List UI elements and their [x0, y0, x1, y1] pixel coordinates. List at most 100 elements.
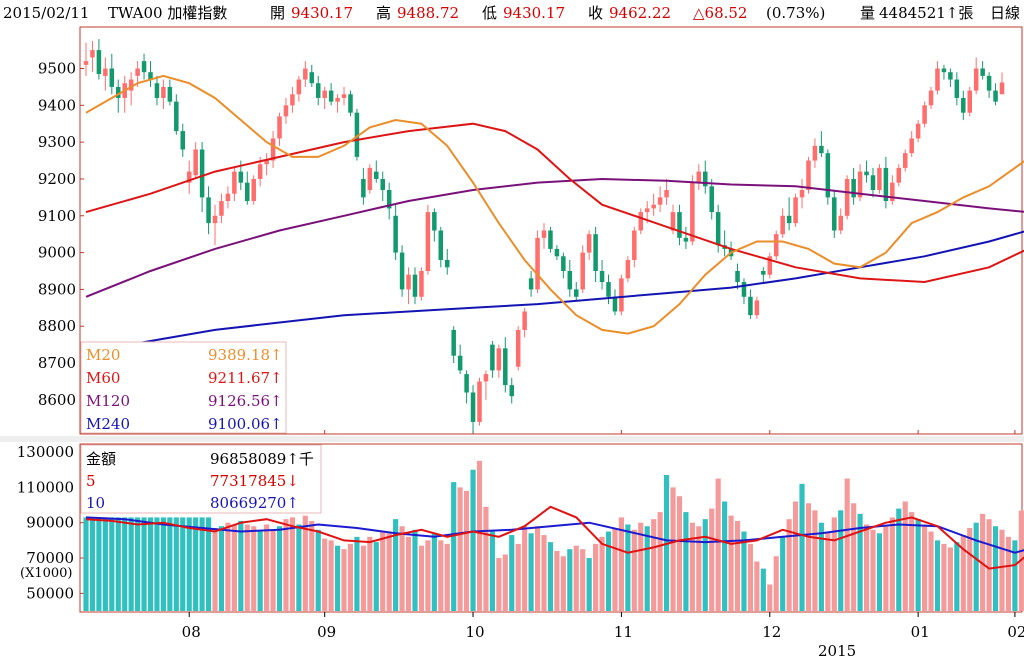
volume-bar-22 — [225, 522, 231, 611]
candle-body-43 — [361, 178, 366, 198]
volume-bar-105 — [760, 568, 766, 611]
volume-bar-62 — [483, 506, 489, 611]
volume-bar-135 — [954, 542, 960, 611]
legend-ma20-name: M20 — [86, 346, 120, 364]
candle-body-25 — [245, 182, 250, 202]
candle-body-116 — [832, 197, 837, 231]
candle-body-140 — [986, 75, 992, 91]
volume-bar-111 — [799, 483, 805, 611]
volume-bar-15 — [180, 517, 186, 611]
volume-bar-106 — [767, 584, 773, 611]
volume-bar-64 — [496, 558, 502, 611]
candle-body-115 — [825, 153, 831, 198]
candle-body-134 — [948, 72, 953, 80]
candle-body-49 — [399, 252, 405, 290]
candle-body-111 — [799, 190, 805, 198]
volume-bar-6 — [122, 517, 128, 611]
volume-y-axis: 130000 110000 90000 70000 50000 — [17, 443, 84, 602]
volume-ma5-line — [85, 505, 1024, 570]
candle-body-23 — [232, 171, 237, 194]
volume-bar-10 — [147, 517, 154, 611]
candle-body-126 — [896, 167, 902, 183]
price-tick-label-4: 9100 — [38, 207, 76, 225]
candle-body-76 — [573, 289, 579, 297]
volume-bar-136 — [960, 535, 966, 611]
candle-body-38 — [328, 90, 334, 102]
volume-bar-25 — [244, 524, 250, 611]
legend-vol-ma10-value: 80669270↑ — [210, 494, 299, 512]
ma120-line — [85, 177, 1024, 298]
x-tick-label-0: 08 — [182, 623, 201, 641]
candle-body-136 — [961, 97, 966, 113]
candle-body-27 — [257, 164, 263, 179]
candle-body-21 — [219, 201, 224, 216]
candle-body-40 — [341, 94, 347, 98]
candle-body-87 — [644, 208, 650, 213]
candle-body-22 — [225, 193, 231, 202]
volume-bar-3 — [102, 517, 108, 611]
candle-body-114 — [819, 145, 824, 154]
candle-body-17 — [193, 149, 198, 176]
candle-body-9 — [141, 61, 147, 73]
volume-bar-68 — [522, 526, 528, 611]
volume-bar-87 — [644, 526, 650, 611]
volume-bar-74 — [560, 556, 566, 611]
volume-bar-97 — [709, 508, 715, 611]
candle-body-133 — [941, 68, 947, 73]
volume-bar-107 — [773, 556, 779, 611]
volume-bar-83 — [618, 517, 624, 611]
volume-bar-16 — [186, 517, 192, 611]
volume-bar-121 — [863, 524, 870, 611]
ma240-line — [85, 230, 1024, 353]
x-tick-label-6: 02 — [1007, 623, 1024, 641]
volume-bar-115 — [825, 531, 831, 611]
header-high-value: 9488.72 — [397, 4, 459, 22]
candle-body-59 — [464, 374, 469, 393]
volume-bar-91 — [670, 487, 676, 611]
legend-ma240-value: 9100.06↑ — [208, 415, 283, 433]
panel-divider[interactable] — [0, 436, 1024, 442]
candle-body-42 — [354, 112, 360, 157]
candle-body-63 — [490, 344, 495, 371]
volume-legend-box — [80, 444, 322, 514]
candle-body-112 — [806, 160, 811, 190]
volume-bar-137 — [967, 528, 973, 611]
volume-bar-118 — [844, 478, 850, 611]
volume-bar-80 — [599, 536, 605, 611]
volume-bar-27 — [257, 531, 263, 611]
candle-body-55 — [438, 230, 444, 260]
volume-legend: 金額 96858089↑千 5 77317845↓ 10 80669270↑ — [80, 444, 322, 514]
ma20-line — [85, 74, 1024, 335]
candle-body-117 — [838, 215, 843, 231]
volume-bar-79 — [593, 543, 599, 611]
candle-body-80 — [599, 271, 605, 283]
candle-body-113 — [812, 145, 818, 161]
volume-tick-label-2: 90000 — [26, 514, 74, 532]
candle-body-66 — [509, 385, 515, 397]
candle-body-35 — [309, 72, 315, 84]
volume-bar-38 — [328, 540, 334, 611]
volume-ma10-line — [85, 516, 1024, 554]
candle-body-105 — [761, 271, 766, 275]
volume-bar-127 — [902, 501, 908, 611]
volume-bar-93 — [683, 512, 689, 611]
volume-bar-26 — [251, 526, 257, 611]
candle-body-33 — [296, 79, 302, 95]
candle-body-110 — [793, 197, 798, 224]
volume-bar-1 — [89, 517, 96, 611]
volume-bar-58 — [457, 487, 463, 611]
candle-body-107 — [773, 234, 779, 257]
volume-bar-28 — [264, 524, 270, 611]
candle-body-91 — [670, 212, 676, 231]
candle-body-123 — [877, 167, 882, 190]
volume-bar-series — [83, 460, 1024, 611]
time-x-axis: 08 09 10 11 12 01 02 — [182, 612, 1024, 641]
legend-ma120-name: M120 — [86, 392, 130, 410]
header-period[interactable]: 日線 — [990, 4, 1020, 22]
header-low-label: 低 — [482, 4, 497, 22]
candle-body-92 — [677, 212, 682, 238]
legend-vol-ma10-name: 10 — [86, 494, 105, 512]
volume-bar-34 — [302, 515, 308, 611]
volume-bar-59 — [464, 490, 470, 611]
